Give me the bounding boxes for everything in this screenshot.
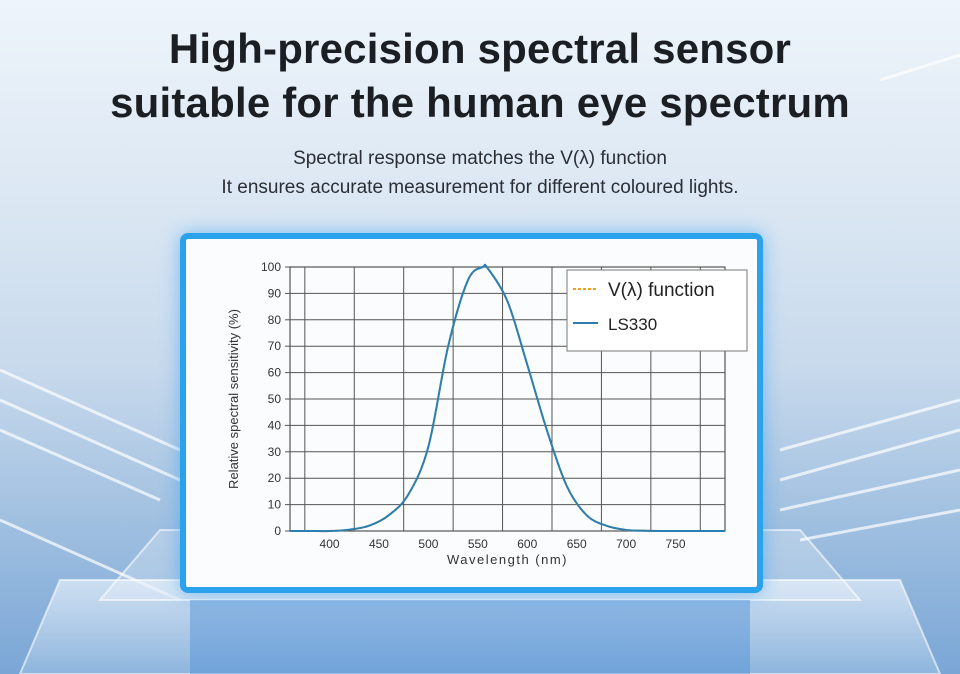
chart-card: 400 450 500 550 600 650 700 750 0 10 20 30 40 50 60 70 8… [180, 233, 763, 593]
x-tick-label: 450 [369, 537, 389, 551]
y-tick-label: 80 [268, 313, 282, 327]
y-tick-label: 100 [261, 260, 281, 274]
x-tick-label: 550 [468, 537, 488, 551]
title-line-1: High-precision spectral sensor [168, 25, 792, 72]
x-tick-label: 750 [666, 537, 686, 551]
y-axis-label: Relative spectral sensitivity (%) [226, 309, 241, 489]
page-subtitle: Spectral response matches the V(λ) funct… [0, 144, 960, 202]
y-tick-label: 40 [268, 418, 282, 432]
y-tick-label: 0 [274, 524, 281, 538]
y-tick-label: 90 [268, 286, 282, 300]
x-tick-label: 500 [418, 537, 438, 551]
page-title: High-precision spectral sensor suitable … [0, 22, 960, 130]
subtitle-line-1: Spectral response matches the V(λ) funct… [293, 148, 667, 169]
y-tick-label: 50 [268, 392, 282, 406]
tick-labels: 400 450 500 550 600 650 700 750 0 10 20 30 40 50 60 70 8… [261, 260, 686, 551]
series-ls330-line [290, 263, 725, 533]
y-tick-label: 70 [268, 339, 282, 353]
legend-label-vlambda: V(λ) function [608, 280, 715, 301]
y-tick-label: 30 [268, 445, 282, 459]
y-tick-label: 20 [268, 471, 282, 485]
x-tick-label: 700 [616, 537, 636, 551]
x-axis-label: Wavelength (nm) [447, 552, 568, 567]
series-layer [290, 263, 725, 533]
spectral-response-chart: 400 450 500 550 600 650 700 750 0 10 20 30 40 50 60 70 8… [226, 260, 748, 567]
x-tick-label: 600 [517, 537, 537, 551]
title-line-2: suitable for the human eye spectrum [110, 79, 850, 126]
subtitle-line-2: It ensures accurate measurement for diff… [221, 177, 739, 198]
x-tick-label: 400 [320, 537, 340, 551]
legend: V(λ) function LS330 [566, 269, 748, 352]
legend-label-ls330: LS330 [608, 315, 657, 334]
y-tick-label: 10 [268, 498, 282, 512]
x-tick-label: 650 [567, 537, 587, 551]
legend-box [566, 269, 748, 352]
y-tick-label: 60 [268, 366, 282, 380]
